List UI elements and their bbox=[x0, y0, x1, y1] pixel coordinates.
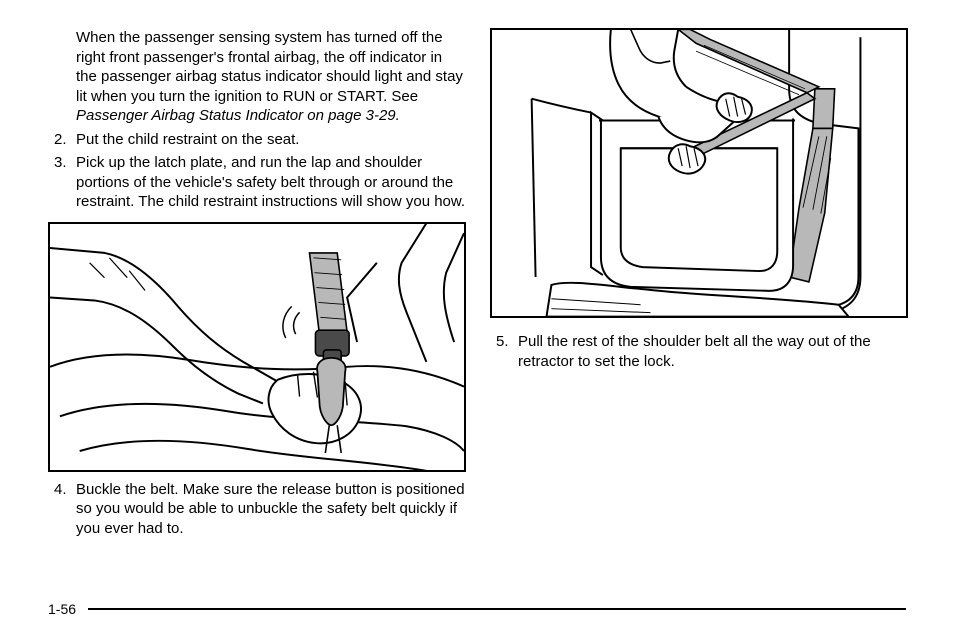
step-5-num: 5. bbox=[496, 332, 509, 352]
page-number: 1-56 bbox=[48, 600, 76, 618]
intro-italic: Passenger Airbag Status Indicator on pag… bbox=[76, 107, 400, 124]
figure-buckle bbox=[48, 222, 466, 472]
buckle-illustration-icon bbox=[50, 222, 464, 472]
step-2-num: 2. bbox=[54, 130, 67, 150]
intro-text: When the passenger sensing system has tu… bbox=[76, 29, 463, 105]
step-5: 5. Pull the rest of the shoulder belt al… bbox=[490, 332, 908, 371]
page: When the passenger sensing system has tu… bbox=[0, 0, 954, 636]
left-column: When the passenger sensing system has tu… bbox=[48, 28, 466, 616]
pull-belt-illustration-icon bbox=[492, 28, 906, 318]
step-2: 2. Put the child restraint on the seat. bbox=[48, 130, 466, 150]
step-4: 4. Buckle the belt. Make sure the releas… bbox=[48, 480, 466, 539]
intro-paragraph: When the passenger sensing system has tu… bbox=[48, 28, 466, 126]
right-column: 5. Pull the rest of the shoulder belt al… bbox=[490, 28, 908, 616]
step-4-text: Buckle the belt. Make sure the release b… bbox=[76, 481, 465, 537]
step-3: 3. Pick up the latch plate, and run the … bbox=[48, 153, 466, 212]
page-footer: 1-56 bbox=[48, 600, 906, 618]
step-3-text: Pick up the latch plate, and run the lap… bbox=[76, 154, 465, 210]
step-5-text: Pull the rest of the shoulder belt all t… bbox=[518, 333, 871, 370]
step-4-num: 4. bbox=[54, 480, 67, 500]
step-2-text: Put the child restraint on the seat. bbox=[76, 131, 299, 148]
step-3-num: 3. bbox=[54, 153, 67, 173]
figure-pull-belt bbox=[490, 28, 908, 318]
footer-rule bbox=[88, 608, 906, 610]
